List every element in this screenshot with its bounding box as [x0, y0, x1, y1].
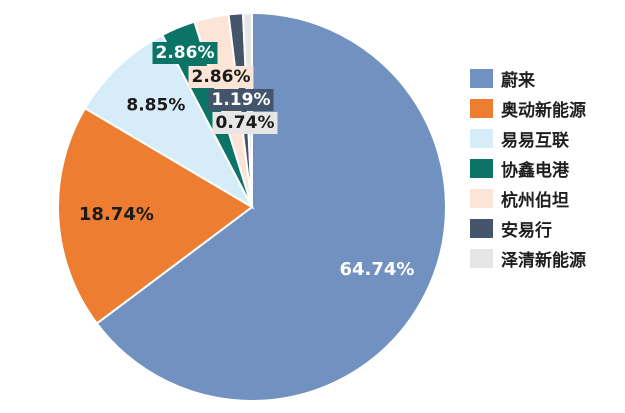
data-label-text: 1.19%: [212, 90, 271, 110]
data-label-box: [208, 89, 274, 111]
legend-swatch: [470, 188, 493, 208]
data-label-text: 2.86%: [192, 67, 251, 87]
pie-slice: [83, 33, 255, 210]
data-label: 0.74%: [212, 112, 278, 134]
pie-slice: [95, 11, 447, 402]
data-label: 2.86%: [188, 66, 254, 88]
legend-swatch: [470, 218, 493, 238]
data-label-text: 18.74%: [79, 204, 154, 225]
data-label-text: 8.85%: [126, 96, 185, 116]
legend-label: 协鑫电港: [501, 160, 569, 181]
data-label-text: 2.86%: [156, 43, 215, 63]
legend-swatch: [470, 248, 493, 268]
legend-item: 杭州伯坦: [470, 186, 586, 211]
legend-item: 蔚来: [470, 66, 586, 91]
data-label: 64.74%: [339, 259, 414, 280]
legend-item: 易易互联: [470, 126, 586, 151]
legend: 蔚来 奥动新能源 易易互联 协鑫电港 杭州伯坦 安易行 泽清新能源: [470, 66, 586, 271]
legend-label: 泽清新能源: [501, 250, 586, 271]
data-label-box: [188, 66, 254, 88]
data-label-text: 64.74%: [339, 259, 414, 280]
legend-item: 协鑫电港: [470, 156, 586, 181]
legend-swatch: [470, 158, 493, 178]
legend-label: 易易互联: [501, 130, 569, 151]
data-label-box: [212, 112, 278, 134]
legend-item: 泽清新能源: [470, 246, 586, 271]
legend-label: 杭州伯坦: [501, 190, 569, 211]
legend-swatch: [470, 98, 493, 118]
legend-item: 奥动新能源: [470, 96, 586, 121]
legend-label: 蔚来: [501, 70, 535, 91]
data-label: 2.86%: [152, 42, 218, 64]
data-label: 8.85%: [126, 96, 185, 116]
data-label-text: 0.74%: [216, 113, 275, 133]
legend-label: 安易行: [501, 220, 552, 241]
data-label-box: [152, 42, 218, 64]
pie-slice: [57, 106, 254, 325]
legend-swatch: [470, 68, 493, 88]
legend-label: 奥动新能源: [501, 100, 586, 121]
data-label: 18.74%: [79, 204, 154, 225]
legend-item: 安易行: [470, 216, 586, 241]
data-label: 1.19%: [208, 89, 274, 111]
legend-swatch: [470, 128, 493, 148]
